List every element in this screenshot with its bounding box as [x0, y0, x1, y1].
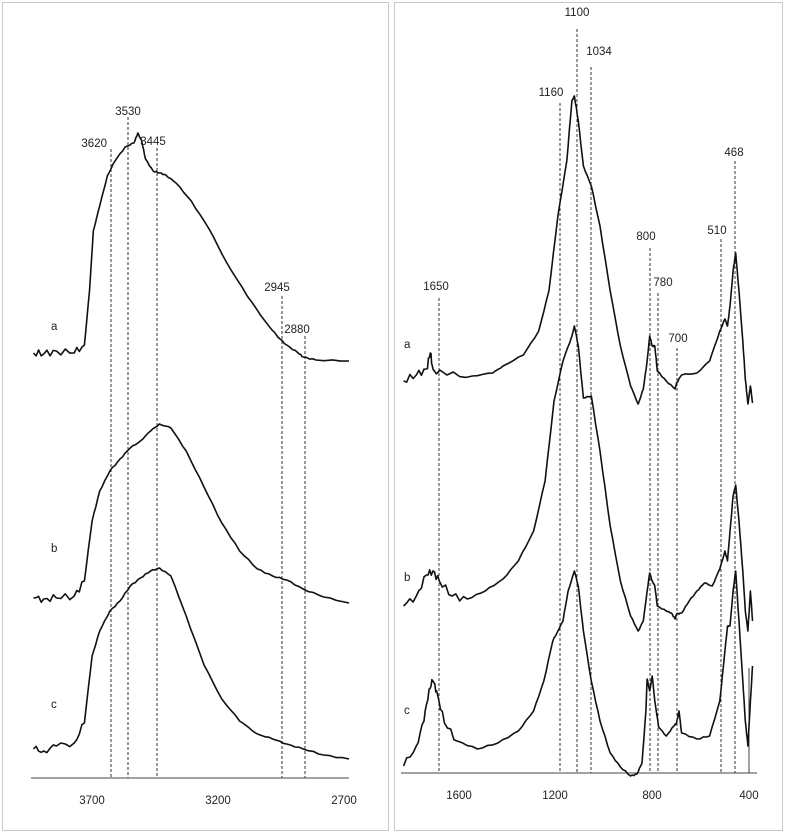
series-label: c [51, 699, 57, 711]
spectrum-curve-b [403, 325, 754, 632]
series-label: b [404, 572, 410, 584]
peak-label: 3620 [81, 138, 107, 150]
peak-label: 1100 [565, 7, 590, 19]
series-label: b [51, 543, 57, 555]
spectrum-curve-a [32, 132, 350, 362]
x-tick-label: 1600 [446, 790, 472, 802]
right-chart-svg: 1600 1200 800 400 1650 1160 1100 1034 800 780 700 5… [401, 7, 759, 802]
spectrum-curve-a [403, 95, 754, 405]
peak-label: 510 [707, 225, 726, 237]
peak-label: 1034 [586, 46, 612, 58]
left-chart-panel: 3700 3200 2700 3620 3530 3445 2945 2880 a b c [2, 2, 389, 831]
peak-label: 800 [636, 231, 655, 243]
spectrum-curve-b [33, 423, 350, 604]
left-chart-svg: 3700 3200 2700 3620 3530 3445 2945 2880 a b c [31, 106, 357, 807]
peak-label: 780 [653, 277, 672, 289]
peak-label: 1650 [423, 281, 449, 293]
x-tick-label: 2700 [331, 795, 357, 807]
peak-label: 1160 [539, 87, 564, 99]
series-label: a [51, 321, 58, 333]
x-tick-label: 400 [739, 790, 758, 802]
x-tick-label: 3200 [205, 795, 231, 807]
peak-label: 3445 [140, 136, 166, 148]
x-tick-label: 800 [642, 790, 661, 802]
x-tick-label: 1200 [542, 790, 568, 802]
peak-label: 2945 [264, 282, 290, 294]
spectrum-curve-c [32, 567, 350, 760]
peak-label: 3530 [115, 106, 141, 118]
peak-label: 468 [724, 147, 743, 159]
series-label: c [404, 705, 410, 717]
series-label: a [404, 339, 411, 351]
peak-label: 2880 [284, 324, 310, 336]
x-tick-label: 3700 [79, 795, 105, 807]
peak-label: 700 [668, 333, 687, 345]
right-chart-panel: 1600 1200 800 400 1650 1160 1100 1034 800 780 700 5… [394, 2, 783, 831]
spectrum-curve-c [402, 570, 754, 777]
